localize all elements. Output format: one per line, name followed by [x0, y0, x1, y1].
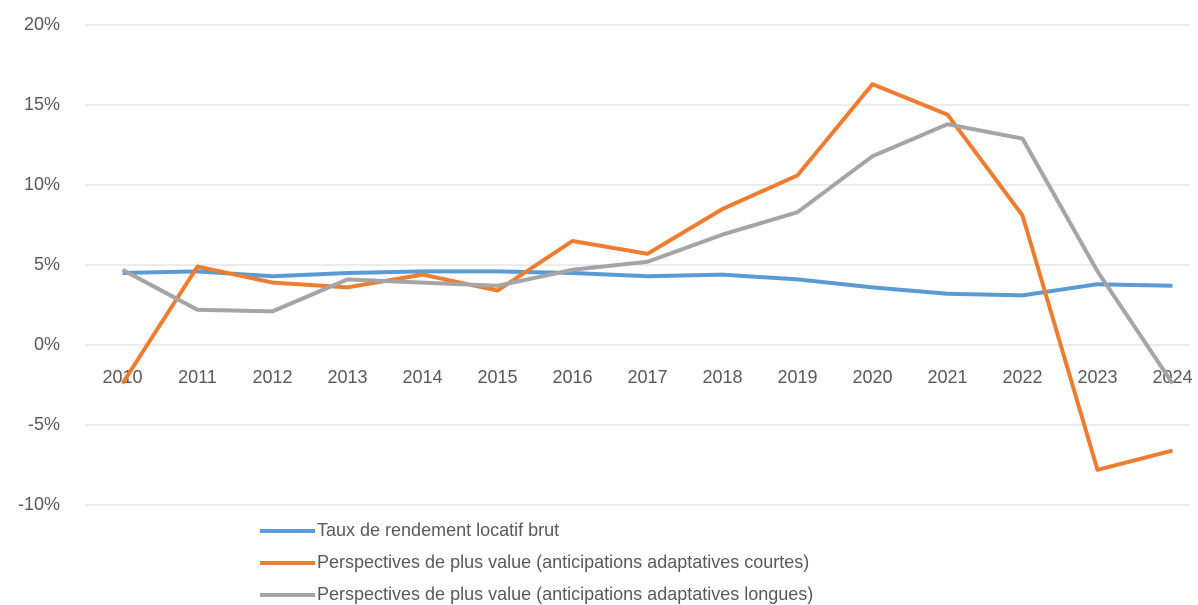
legend-label: Perspectives de plus value (anticipation…: [317, 584, 813, 604]
x-tick-label: 2021: [927, 367, 967, 387]
x-tick-label: 2010: [102, 367, 142, 387]
y-tick-label: 0%: [34, 334, 60, 354]
x-tick-label: 2016: [552, 367, 592, 387]
legend-label: Taux de rendement locatif brut: [317, 520, 559, 540]
x-tick-label: 2013: [327, 367, 367, 387]
x-tick-label: 2019: [777, 367, 817, 387]
x-tick-label: 2011: [178, 367, 217, 387]
y-tick-label: 5%: [34, 254, 60, 274]
y-tick-label: 20%: [24, 14, 60, 34]
x-tick-label: 2015: [477, 367, 517, 387]
y-tick-label: 10%: [24, 174, 60, 194]
x-tick-label: 2012: [252, 367, 292, 387]
x-tick-label: 2018: [702, 367, 742, 387]
x-tick-label: 2023: [1077, 367, 1117, 387]
y-tick-label: -10%: [18, 494, 60, 514]
x-tick-label: 2020: [852, 367, 892, 387]
series-line: [121, 122, 1175, 385]
x-tick-label: 2017: [627, 367, 667, 387]
x-tick-label: 2014: [402, 367, 442, 387]
y-tick-label: -5%: [28, 414, 60, 434]
series-line: [122, 269, 1173, 298]
legend-label: Perspectives de plus value (anticipation…: [317, 552, 809, 572]
y-tick-label: 15%: [24, 94, 60, 114]
x-tick-label: 2024: [1152, 367, 1192, 387]
x-tick-label: 2022: [1002, 367, 1042, 387]
series-line: [120, 82, 1173, 472]
